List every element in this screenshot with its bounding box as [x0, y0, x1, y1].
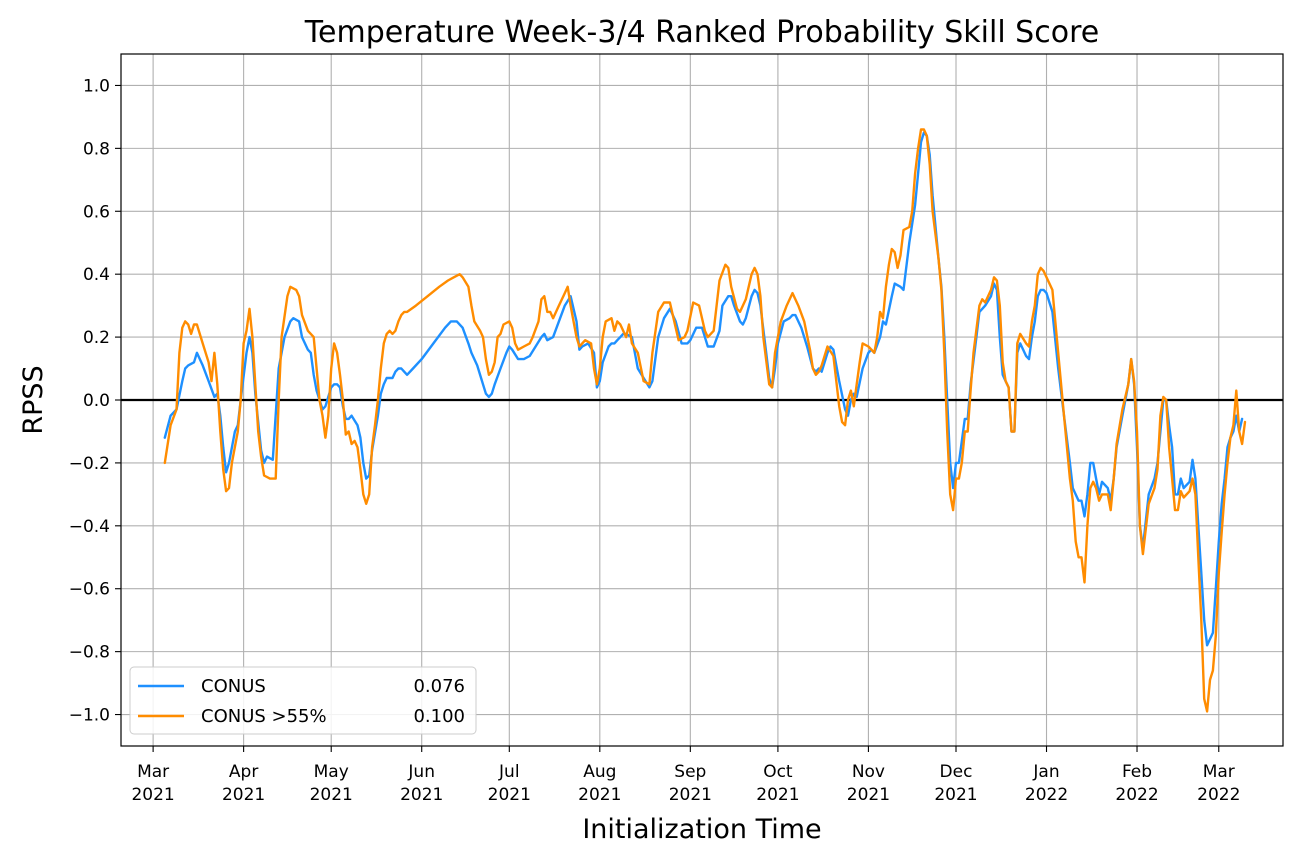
x-tick-label-month: Mar [1203, 762, 1235, 782]
x-tick-label-year: 2021 [578, 785, 621, 805]
x-tick-label-month: Feb [1122, 762, 1152, 782]
x-tick-label-year: 2021 [488, 785, 531, 805]
x-tick-label-month: Mar [137, 762, 169, 782]
x-tick-label-year: 2022 [1025, 785, 1068, 805]
x-tick-label-year: 2022 [1115, 785, 1158, 805]
x-tick-label-month: Jun [407, 762, 435, 782]
legend-label-conus-55: CONUS >55% [201, 706, 327, 727]
y-tick-label: 0.2 [83, 328, 110, 348]
series-line-conus-55 [163, 128, 1247, 713]
x-tick-label-month: Aug [583, 762, 616, 782]
x-tick-label-year: 2022 [1197, 785, 1240, 805]
legend-box [129, 666, 477, 735]
y-tick-label: −0.4 [69, 517, 110, 537]
x-tick-label-year: 2021 [847, 785, 890, 805]
legend-value-conus-55: 0.100 [413, 706, 465, 727]
y-tick-label: 0.8 [83, 139, 110, 159]
x-tick-label-year: 2021 [222, 785, 265, 805]
x-tick-label-year: 2021 [131, 785, 174, 805]
series-lines [163, 128, 1247, 713]
y-tick-label: −0.8 [69, 643, 110, 663]
x-tick-label-month: Sep [674, 762, 706, 782]
x-tick-label-month: Oct [763, 762, 793, 782]
x-tick-label-year: 2021 [400, 785, 443, 805]
x-tick-label-month: Dec [940, 762, 973, 782]
legend: CONUS 0.076 CONUS >55% 0.100 [129, 666, 477, 735]
x-axis-label: Initialization Time [582, 814, 821, 845]
x-tick-label-month: Nov [852, 762, 885, 782]
legend-value-conus: 0.076 [413, 676, 465, 697]
y-tick-label: 0.4 [83, 265, 110, 285]
x-tick-label-month: Jan [1032, 762, 1059, 782]
x-tick-label-month: Apr [229, 762, 258, 782]
y-tick-label: 0.6 [83, 202, 110, 222]
y-tick-label: 1.0 [83, 76, 110, 96]
chart-title: Temperature Week-3/4 Ranked Probability … [304, 15, 1099, 50]
x-tick-label-year: 2021 [934, 785, 977, 805]
y-axis-label: RPSS [18, 365, 49, 434]
y-tick-label: −0.6 [69, 580, 110, 600]
y-tick-label: 0.0 [83, 391, 110, 411]
x-tick-label-month: May [314, 762, 349, 782]
series-line-conus [163, 131, 1244, 647]
x-tick-label-month: Jul [498, 762, 520, 782]
x-tick-label-year: 2021 [756, 785, 799, 805]
y-tick-label: −1.0 [69, 706, 110, 726]
axis-ticks: 1.0 0.8 0.6 0.4 0.2 0.0 −0.2 −0.4 −0.6 −0.8 −1.0 Ma… [69, 76, 1241, 805]
x-tick-label-year: 2021 [669, 785, 712, 805]
y-tick-label: −0.2 [69, 454, 110, 474]
legend-label-conus: CONUS [201, 676, 266, 697]
x-tick-label-year: 2021 [310, 785, 353, 805]
